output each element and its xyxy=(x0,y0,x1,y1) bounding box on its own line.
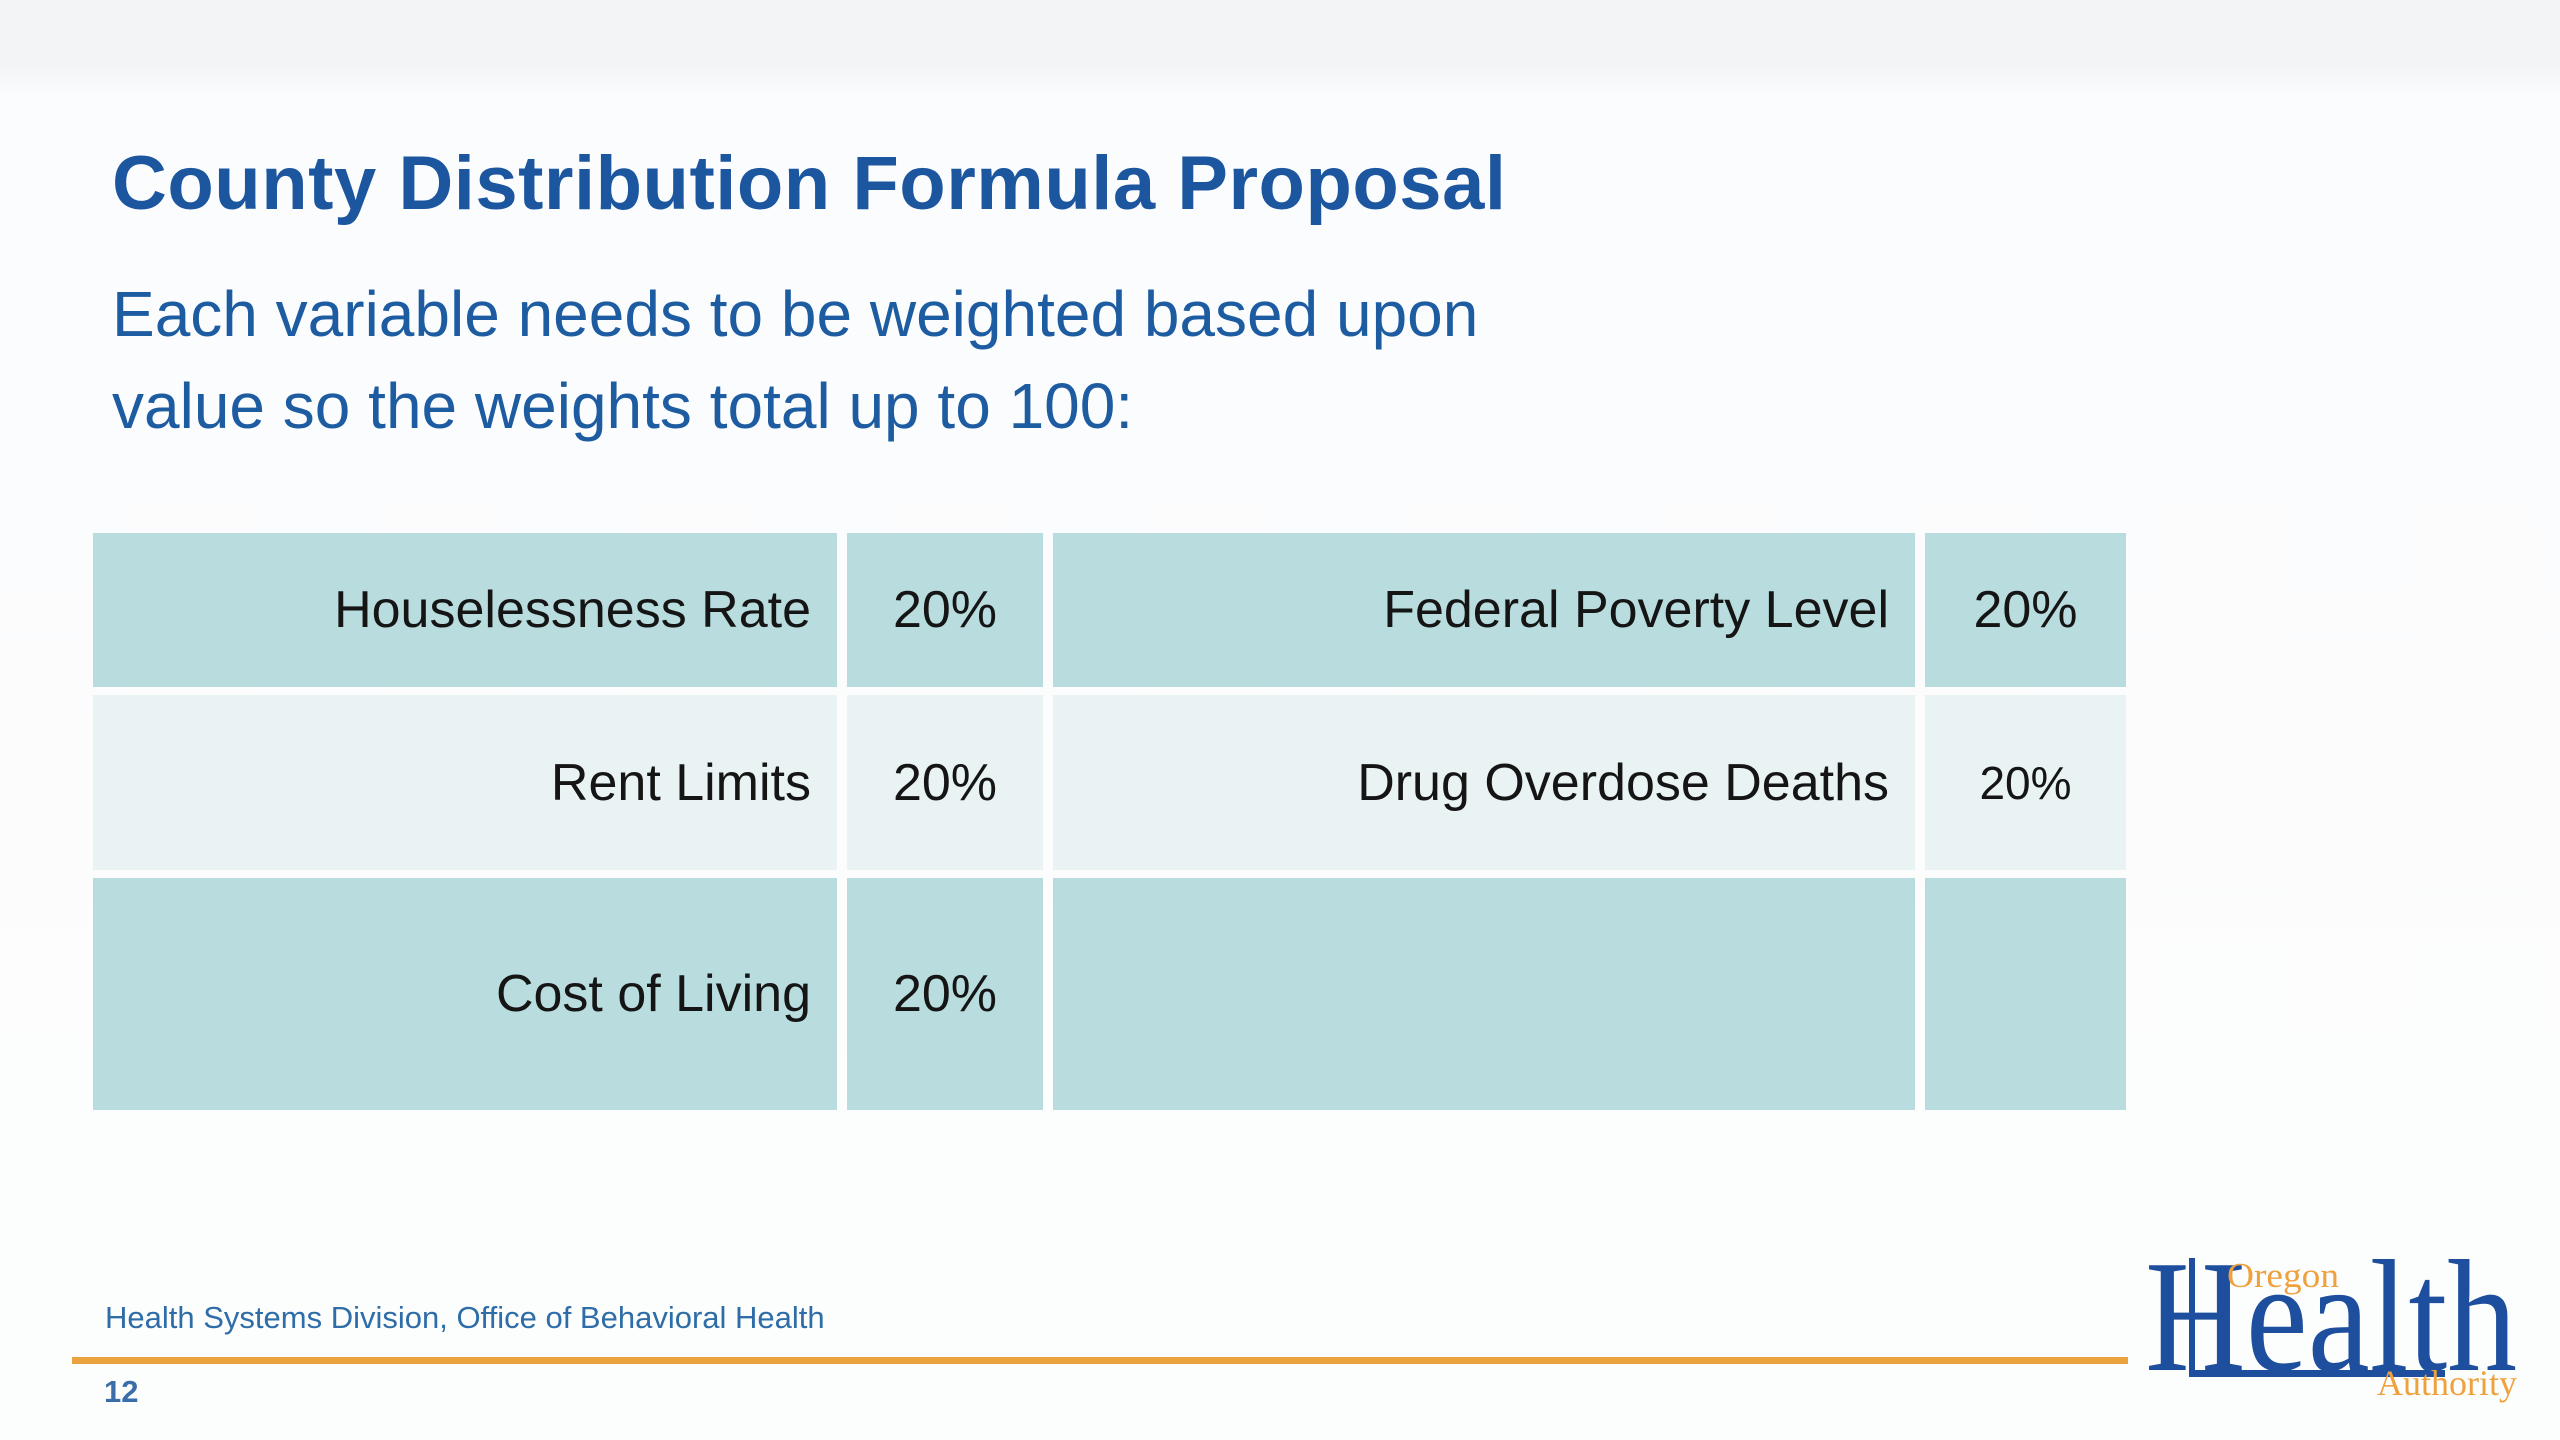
table-cell-value: 20% xyxy=(847,533,1043,687)
table-cell-label: Drug Overdose Deaths xyxy=(1053,695,1915,870)
logo-health-text: Health xyxy=(2145,1240,2517,1405)
table-cell-empty xyxy=(1925,878,2126,1110)
logo-bracket-vertical xyxy=(2189,1258,2195,1377)
page-title: County Distribution Formula Proposal xyxy=(112,141,1507,226)
slide-subtitle: Each variable needs to be weighted based… xyxy=(112,278,1479,442)
footer-division-text: Health Systems Division, Office of Behav… xyxy=(105,1300,825,1335)
logo-oregon-text: Oregon xyxy=(2227,1256,2339,1295)
table-cell-value: 20% xyxy=(847,695,1043,870)
table-cell-label: Rent Limits xyxy=(93,695,837,870)
table-cell-label: Federal Poverty Level xyxy=(1053,533,1915,687)
page-number: 12 xyxy=(104,1374,139,1409)
oregon-health-authority-logo: Health Oregon Authority xyxy=(2145,1240,2517,1405)
table-cell-value: 20% xyxy=(1925,695,2126,870)
table-cell-value: 20% xyxy=(847,878,1043,1110)
table-cell-label: Houselessness Rate xyxy=(93,533,837,687)
footer-orange-rule xyxy=(72,1357,2128,1364)
logo-authority-text: Authority xyxy=(2377,1363,2517,1403)
table-cell-value: 20% xyxy=(1925,533,2126,687)
table-cell-empty xyxy=(1053,878,1915,1110)
logo-bracket-horizontal xyxy=(2189,1370,2445,1377)
weights-table: Houselessness Rate 20% Federal Poverty L… xyxy=(93,533,2126,1110)
table-cell-label: Cost of Living xyxy=(93,878,837,1110)
